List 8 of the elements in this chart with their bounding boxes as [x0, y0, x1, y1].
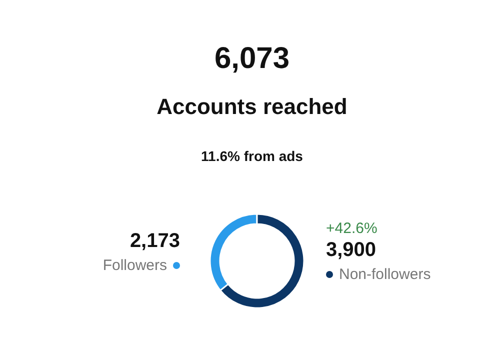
legend-label: Non-followers [339, 266, 431, 283]
data-label: 2,173 [128, 230, 180, 253]
slice-label: Followers [102, 257, 167, 274]
chart-subtitle: Accounts reached [156, 94, 348, 120]
data-label: 3,900 [326, 239, 378, 262]
chart-title: 6,073 [213, 42, 291, 76]
text: +42.6% [326, 220, 378, 237]
text: 11.6% from ads [200, 148, 304, 164]
